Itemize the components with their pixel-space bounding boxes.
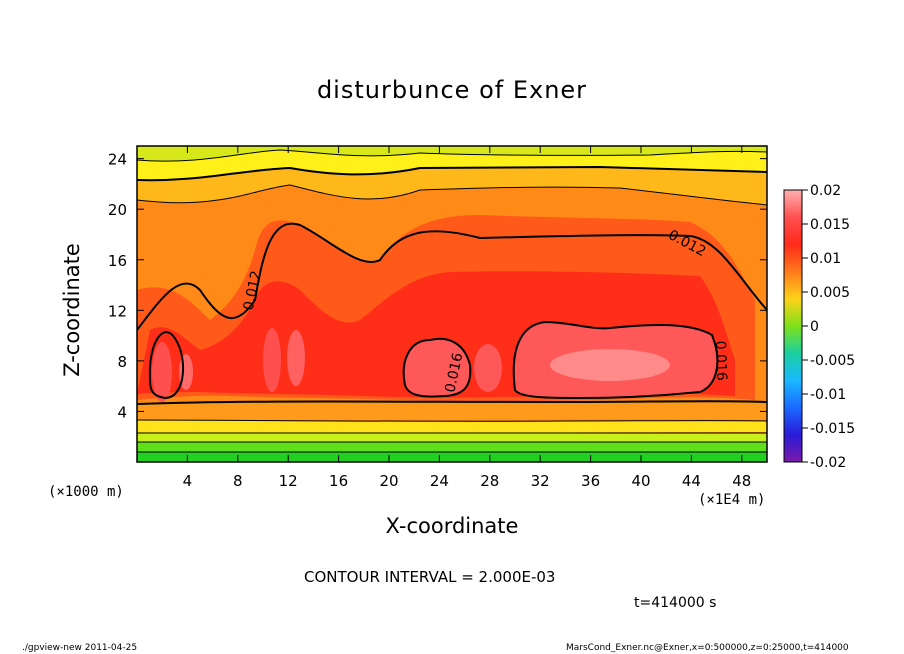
colorbar-tick-label: -0.02 xyxy=(810,455,846,471)
y-tick-label: 24 xyxy=(108,151,127,169)
band-low-orange xyxy=(137,401,767,420)
colorbar-tick-label: 0 xyxy=(810,319,819,335)
contour-line-upper xyxy=(137,165,767,182)
plot-frame xyxy=(136,145,768,463)
contour-line-016-east xyxy=(512,320,719,400)
contour-line-016-west xyxy=(148,331,185,400)
cell-12-1 xyxy=(263,328,281,392)
colorbar-ticks: 0.02 0.015 0.01 0.005 0 -0.005 -0.01 -0.015 -0.0… xyxy=(802,183,855,471)
band-upper-orange-light xyxy=(137,167,767,205)
contour-line-top xyxy=(137,149,767,162)
cell-27 xyxy=(474,344,502,392)
x-scale-label: (×1E4 m) xyxy=(698,492,766,508)
x-axis: 4 8 12 16 20 24 28 32 36 40 44 48 xyxy=(183,146,751,490)
cell-west-1 xyxy=(152,342,172,402)
contour-line-016-center xyxy=(402,337,472,398)
colorbar xyxy=(783,189,803,463)
colorbar-tick-label: 0.01 xyxy=(810,251,841,267)
contour-line-low-1 xyxy=(137,400,767,405)
y-tick-label: 8 xyxy=(117,353,127,371)
footer-left: ./gpview-new 2011-04-25 xyxy=(22,643,138,653)
band-top-yellow xyxy=(137,150,767,181)
x-tick-label: 16 xyxy=(329,472,348,490)
x-tick-label: 24 xyxy=(430,472,449,490)
y-tick-label: 4 xyxy=(117,403,127,421)
contour-label: 0.016 xyxy=(712,340,729,381)
x-unit-label: (×1000 m) xyxy=(48,484,124,500)
contour-field xyxy=(137,146,767,462)
colorbar-tick-label: -0.005 xyxy=(810,353,855,369)
x-tick-label: 40 xyxy=(631,472,650,490)
y-axis-label: Z-coordinate xyxy=(60,243,84,377)
colorbar-tick-label: 0.02 xyxy=(810,183,841,199)
x-tick-label: 20 xyxy=(379,472,398,490)
colorbar-tick-label: -0.01 xyxy=(810,387,846,403)
x-tick-label: 32 xyxy=(531,472,550,490)
band-low-green xyxy=(137,442,767,452)
contour-lines xyxy=(137,149,767,453)
contour-line-mid xyxy=(137,184,767,206)
x-axis-label: X-coordinate xyxy=(385,514,519,538)
band-low-yellow xyxy=(137,420,767,433)
y-tick-label: 12 xyxy=(108,302,127,320)
x-tick-label: 48 xyxy=(732,472,751,490)
cell-12-2 xyxy=(287,330,305,386)
y-tick-label: 20 xyxy=(108,201,127,219)
colorbar-tick-label: 0.005 xyxy=(810,285,850,301)
cell-east-highlight xyxy=(550,349,670,381)
cell-center xyxy=(403,338,471,397)
x-tick-label: 8 xyxy=(233,472,243,490)
band-low-lime xyxy=(137,433,767,442)
contour-interval: CONTOUR INTERVAL = 2.000E-03 xyxy=(304,568,556,586)
colorbar-tick-label: -0.015 xyxy=(810,421,855,437)
x-tick-label: 44 xyxy=(682,472,701,490)
time-label: t=414000 s xyxy=(634,595,717,611)
contour-line-012 xyxy=(137,222,767,331)
contour-line-low-2 xyxy=(137,419,767,422)
band-top-yellowgreen xyxy=(137,146,767,162)
chart-title: disturbunce of Exner xyxy=(316,76,588,104)
x-tick-label: 4 xyxy=(183,472,193,490)
y-axis: 4 8 12 16 20 24 xyxy=(108,151,767,421)
x-tick-label: 12 xyxy=(279,472,298,490)
x-tick-label: 28 xyxy=(480,472,499,490)
y-tick-label: 16 xyxy=(108,252,127,270)
colorbar-tick-label: 0.015 xyxy=(810,217,850,233)
footer-right: MarsCond_Exner.nc@Exner,x=0:500000,z=0:2… xyxy=(566,643,849,653)
x-tick-label: 36 xyxy=(581,472,600,490)
band-bottom-green xyxy=(137,452,767,462)
